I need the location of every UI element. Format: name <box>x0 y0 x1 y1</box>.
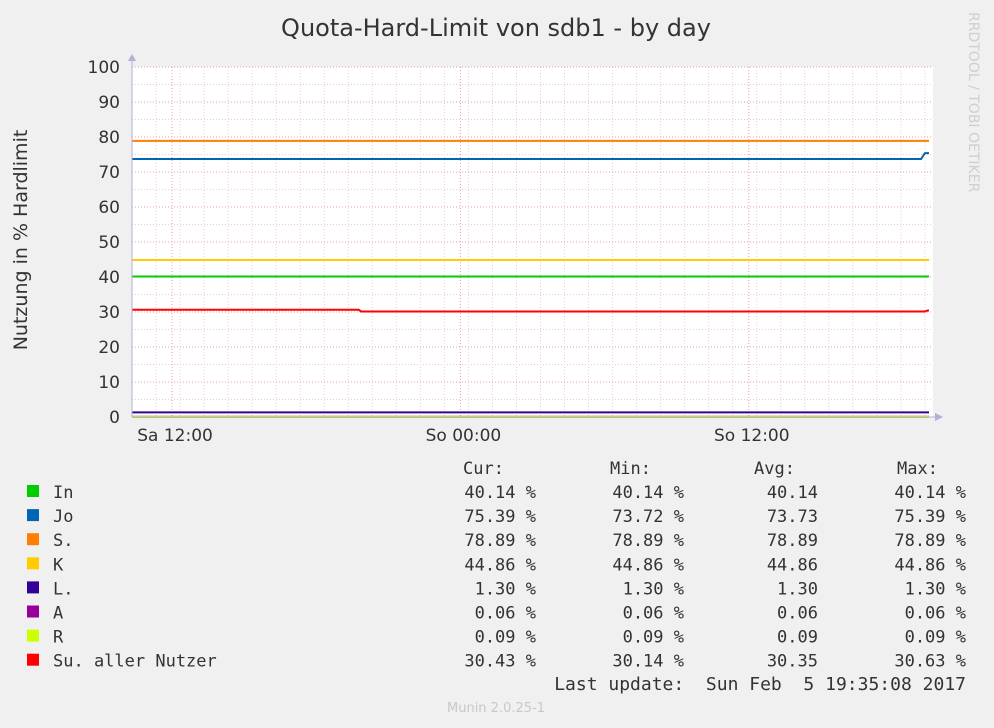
munin-version: Munin 2.0.25-1 <box>447 701 545 716</box>
y-tick-label: 10 <box>98 373 120 393</box>
legend: Cur: Min: Avg: Max: In 40.14 % 40.14 % 40.14 40.… <box>27 459 966 672</box>
legend-name: L. <box>53 579 73 599</box>
legend-name: K <box>53 555 64 575</box>
legend-header-cur: Cur: <box>463 459 504 479</box>
legend-value-max: 1.30 % <box>905 579 966 599</box>
legend-name: Su. aller Nutzer <box>53 652 217 672</box>
legend-swatch <box>27 629 39 642</box>
legend-header-min: Min: <box>610 459 651 479</box>
legend-name: A <box>53 604 63 624</box>
legend-value-min: 44.86 % <box>612 555 684 575</box>
last-update: Last update: Sun Feb 5 19:35:08 2017 <box>554 674 966 695</box>
x-tick-label: So 00:00 <box>426 426 502 446</box>
legend-name: S. <box>53 531 73 551</box>
legend-value-min: 0.09 % <box>623 628 684 648</box>
y-tick-label: 60 <box>98 198 120 218</box>
legend-swatch <box>27 485 39 497</box>
legend-value-min: 78.89 % <box>612 531 684 551</box>
legend-value-cur: 30.43 % <box>464 652 536 672</box>
legend-value-cur: 75.39 % <box>464 507 536 527</box>
legend-value-min: 1.30 % <box>623 579 684 599</box>
x-axis-arrow <box>935 413 943 421</box>
plot-area <box>132 67 933 417</box>
legend-value-min: 73.72 % <box>612 507 684 527</box>
y-tick-label: 0 <box>109 408 120 428</box>
legend-value-max: 40.14 % <box>894 483 966 503</box>
axes <box>128 54 943 421</box>
y-axis-arrow <box>128 54 136 61</box>
legend-value-avg: 44.86 <box>767 555 818 575</box>
legend-header-avg: Avg: <box>754 459 795 479</box>
legend-name: In <box>53 483 73 503</box>
legend-value-avg: 40.14 <box>767 483 818 503</box>
legend-value-cur: 0.09 % <box>475 628 536 648</box>
legend-value-min: 30.14 % <box>612 652 684 672</box>
rrdtool-watermark: RRDTOOL / TOBI OETIKER <box>965 12 981 193</box>
y-tick-label: 20 <box>98 338 120 358</box>
legend-value-avg: 0.06 <box>777 604 818 624</box>
y-tick-label: 80 <box>98 128 120 148</box>
legend-value-max: 75.39 % <box>894 507 966 527</box>
chart-title: Quota-Hard-Limit von sdb1 - by day <box>281 14 711 42</box>
legend-value-avg: 78.89 <box>767 531 818 551</box>
legend-value-avg: 73.73 <box>767 507 818 527</box>
y-tick-label: 90 <box>98 93 120 113</box>
legend-swatch <box>27 557 39 570</box>
x-tick-label: Sa 12:00 <box>137 426 213 446</box>
series-line <box>132 308 929 313</box>
legend-swatch <box>27 533 39 546</box>
legend-value-max: 44.86 % <box>894 555 966 575</box>
legend-value-cur: 44.86 % <box>464 555 536 575</box>
legend-value-max: 0.06 % <box>905 604 966 624</box>
legend-value-min: 0.06 % <box>623 604 684 624</box>
y-tick-label: 70 <box>98 163 120 183</box>
legend-swatch <box>27 509 39 522</box>
grid: 0 10 20 30 40 50 60 70 80 90 100 Sa 12:00 So 00:00 So… <box>88 58 933 446</box>
series-line <box>132 152 929 160</box>
x-tick-label: So 12:00 <box>714 426 790 446</box>
legend-swatch <box>27 605 39 618</box>
legend-value-avg: 1.30 <box>777 579 818 599</box>
legend-swatch <box>27 653 39 666</box>
legend-value-cur: 40.14 % <box>464 483 536 503</box>
legend-value-max: 30.63 % <box>894 652 966 672</box>
legend-value-max: 0.09 % <box>905 628 966 648</box>
legend-name: Jo <box>53 507 73 527</box>
y-axis-label: Nutzung in % Hardlimit <box>10 130 32 351</box>
legend-value-cur: 78.89 % <box>464 531 536 551</box>
legend-value-cur: 1.30 % <box>475 579 536 599</box>
legend-value-min: 40.14 % <box>612 483 684 503</box>
y-tick-label: 30 <box>98 303 120 323</box>
legend-value-avg: 0.09 <box>777 628 818 648</box>
legend-swatch <box>27 581 39 594</box>
legend-value-max: 78.89 % <box>894 531 966 551</box>
y-tick-label: 100 <box>88 58 120 78</box>
legend-value-avg: 30.35 <box>767 652 818 672</box>
legend-value-cur: 0.06 % <box>475 604 536 624</box>
legend-name: R <box>53 628 64 648</box>
y-tick-label: 50 <box>98 233 120 253</box>
legend-header-max: Max: <box>897 459 938 479</box>
y-tick-label: 40 <box>98 268 120 288</box>
